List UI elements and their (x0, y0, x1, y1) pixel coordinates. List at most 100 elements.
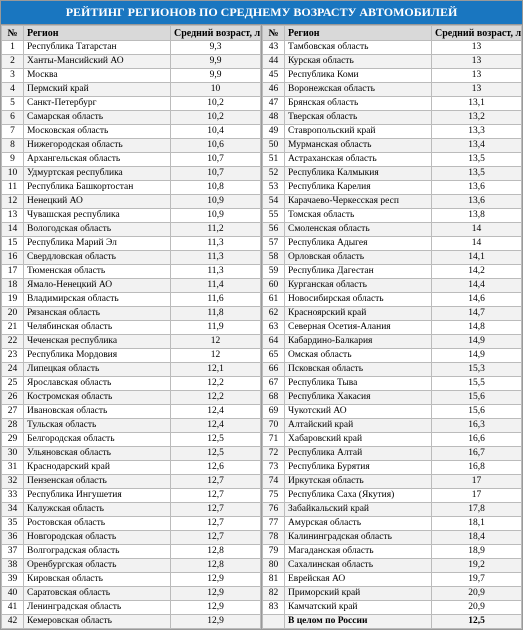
cell-region: Архангельская область (24, 153, 171, 167)
table-row: 50Мурманская область13,4 (263, 139, 522, 153)
table-row: 21Челябинская область11,9 (2, 321, 261, 335)
table-row: 11Республика Башкортостан10,8 (2, 181, 261, 195)
cell-region: Ненецкий АО (24, 195, 171, 209)
cell-num: 4 (2, 83, 24, 97)
cell-region: Тамбовская область (285, 41, 432, 55)
cell-num: 42 (2, 615, 24, 629)
table-row: 71Хабаровский край16,6 (263, 433, 522, 447)
cell-age: 14,7 (432, 307, 522, 321)
cell-num: 75 (263, 489, 285, 503)
cell-num: 82 (263, 587, 285, 601)
cell-num: 8 (2, 139, 24, 153)
cell-num: 45 (263, 69, 285, 83)
cell-region: Калининградская область (285, 531, 432, 545)
cell-age: 10,9 (171, 195, 261, 209)
cell-region: Мурманская область (285, 139, 432, 153)
header-num: № (263, 26, 285, 41)
cell-age: 12 (171, 335, 261, 349)
cell-age: 12,7 (171, 517, 261, 531)
cell-region: Приморский край (285, 587, 432, 601)
table-row: 9Архангельская область10,7 (2, 153, 261, 167)
table-row: 65Омская область14,9 (263, 349, 522, 363)
cell-age: 11,3 (171, 265, 261, 279)
cell-region: Ярославская область (24, 377, 171, 391)
cell-age: 13 (432, 69, 522, 83)
cell-age: 14,9 (432, 335, 522, 349)
table-row: 18Ямало-Ненецкий АО11,4 (2, 279, 261, 293)
cell-num: 50 (263, 139, 285, 153)
cell-age: 16,8 (432, 461, 522, 475)
cell-region: Рязанская область (24, 307, 171, 321)
table-row: 6Самарская область10,2 (2, 111, 261, 125)
cell-region: Курганская область (285, 279, 432, 293)
table-row: 17Тюменская область11,3 (2, 265, 261, 279)
cell-region: Красноярский край (285, 307, 432, 321)
cell-region: Оренбургская область (24, 559, 171, 573)
cell-age: 10,2 (171, 111, 261, 125)
cell-age: 12,7 (171, 531, 261, 545)
cell-num: 16 (2, 251, 24, 265)
cell-age: 12,9 (171, 601, 261, 615)
cell-region: Псковская область (285, 363, 432, 377)
cell-region: Ленинградская область (24, 601, 171, 615)
cell-region: Томская область (285, 209, 432, 223)
cell-region: Иркутская область (285, 475, 432, 489)
cell-num: 35 (2, 517, 24, 531)
cell-age: 13 (432, 55, 522, 69)
cell-region: Вологодская область (24, 223, 171, 237)
cell-num: 51 (263, 153, 285, 167)
cell-age: 12 (171, 349, 261, 363)
cell-num: 47 (263, 97, 285, 111)
cell-num: 25 (2, 377, 24, 391)
cell-age: 20,9 (432, 587, 522, 601)
table-row: 19Владимирская область11,6 (2, 293, 261, 307)
table-row: 24Липецкая область12,1 (2, 363, 261, 377)
table-row: 29Белгородская область12,5 (2, 433, 261, 447)
cell-num: 28 (2, 419, 24, 433)
cell-region: Магаданская область (285, 545, 432, 559)
cell-num: 67 (263, 377, 285, 391)
cell-num: 7 (2, 125, 24, 139)
table-row: 80Сахалинская область19,2 (263, 559, 522, 573)
cell-num: 52 (263, 167, 285, 181)
cell-num: 17 (2, 265, 24, 279)
table-row: 52Республика Калмыкия13,5 (263, 167, 522, 181)
table-row: 83Камчатский край20,9 (263, 601, 522, 615)
cell-region: Карачаево-Черкесская респ (285, 195, 432, 209)
cell-region: Калужская область (24, 503, 171, 517)
cell-num: 23 (2, 349, 24, 363)
cell-region: Ульяновская область (24, 447, 171, 461)
cell-num: 27 (2, 405, 24, 419)
title-bar: РЕЙТИНГ РЕГИОНОВ ПО СРЕДНЕМУ ВОЗРАСТУ АВ… (1, 1, 522, 25)
cell-age: 12,4 (171, 405, 261, 419)
table-row: 82Приморский край20,9 (263, 587, 522, 601)
table-row: 54Карачаево-Черкесская респ13,6 (263, 195, 522, 209)
cell-age: 19,7 (432, 573, 522, 587)
table-row: 64Кабардино-Балкария14,9 (263, 335, 522, 349)
cell-age: 11,8 (171, 307, 261, 321)
cell-region: Кемеровская область (24, 615, 171, 629)
table-row: 44Курская область13 (263, 55, 522, 69)
table-row: 53Республика Карелия13,6 (263, 181, 522, 195)
cell-region: Пермский край (24, 83, 171, 97)
cell-region: Новгородская область (24, 531, 171, 545)
cell-age: 13,6 (432, 181, 522, 195)
cell-region: Чеченская республика (24, 335, 171, 349)
table-row: 39Кировская область12,9 (2, 573, 261, 587)
cell-age: 15,6 (432, 405, 522, 419)
cell-age: 16,3 (432, 419, 522, 433)
table-row: 27Ивановская область12,4 (2, 405, 261, 419)
cell-num: 41 (2, 601, 24, 615)
table-row: 28Тульская область12,4 (2, 419, 261, 433)
cell-num: 12 (2, 195, 24, 209)
cell-region: Республика Ингушетия (24, 489, 171, 503)
cell-num: 13 (2, 209, 24, 223)
cell-num (263, 615, 285, 629)
left-column: № Регион Средний возраст, лет 1Республик… (1, 25, 262, 629)
right-column: № Регион Средний возраст, лет 43Тамбовск… (262, 25, 522, 629)
cell-num: 37 (2, 545, 24, 559)
header-num: № (2, 26, 24, 41)
cell-age: 17 (432, 475, 522, 489)
cell-region: Чукотский АО (285, 405, 432, 419)
cell-age: 13,3 (432, 125, 522, 139)
